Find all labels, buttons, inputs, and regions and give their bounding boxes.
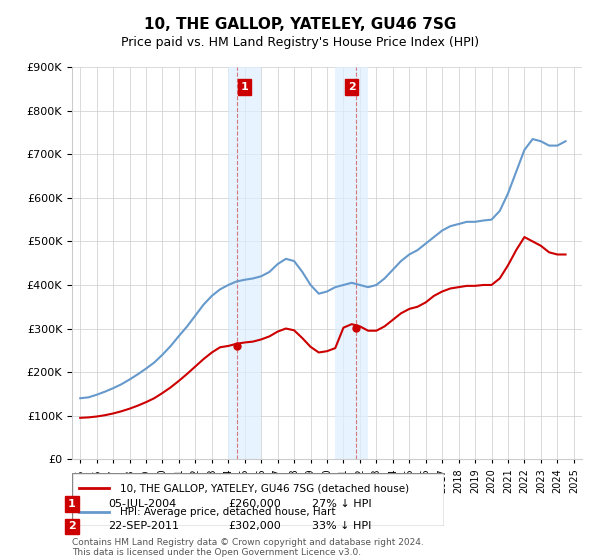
Text: 05-JUL-2004: 05-JUL-2004 bbox=[108, 499, 176, 509]
Text: Contains HM Land Registry data © Crown copyright and database right 2024.
This d: Contains HM Land Registry data © Crown c… bbox=[72, 538, 424, 557]
Text: 1: 1 bbox=[241, 82, 248, 92]
Text: 27% ↓ HPI: 27% ↓ HPI bbox=[312, 499, 371, 509]
Text: 1: 1 bbox=[68, 499, 76, 509]
Bar bbox=[335, 67, 368, 459]
Text: 10, THE GALLOP, YATELEY, GU46 7SG: 10, THE GALLOP, YATELEY, GU46 7SG bbox=[144, 17, 456, 32]
FancyBboxPatch shape bbox=[72, 473, 444, 526]
Bar bbox=[228, 67, 261, 459]
Text: Price paid vs. HM Land Registry's House Price Index (HPI): Price paid vs. HM Land Registry's House … bbox=[121, 36, 479, 49]
Text: 10, THE GALLOP, YATELEY, GU46 7SG (detached house): 10, THE GALLOP, YATELEY, GU46 7SG (detac… bbox=[121, 483, 409, 493]
Text: 2: 2 bbox=[348, 82, 356, 92]
Text: £302,000: £302,000 bbox=[228, 521, 281, 531]
Text: 22-SEP-2011: 22-SEP-2011 bbox=[108, 521, 179, 531]
Text: HPI: Average price, detached house, Hart: HPI: Average price, detached house, Hart bbox=[121, 506, 336, 516]
Text: 2: 2 bbox=[68, 521, 76, 531]
Text: 33% ↓ HPI: 33% ↓ HPI bbox=[312, 521, 371, 531]
Text: £260,000: £260,000 bbox=[228, 499, 281, 509]
